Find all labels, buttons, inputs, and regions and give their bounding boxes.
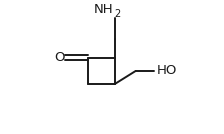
Text: HO: HO bbox=[157, 64, 177, 77]
Text: 2: 2 bbox=[115, 9, 121, 19]
Text: O: O bbox=[54, 51, 65, 64]
Text: NH: NH bbox=[94, 3, 114, 16]
